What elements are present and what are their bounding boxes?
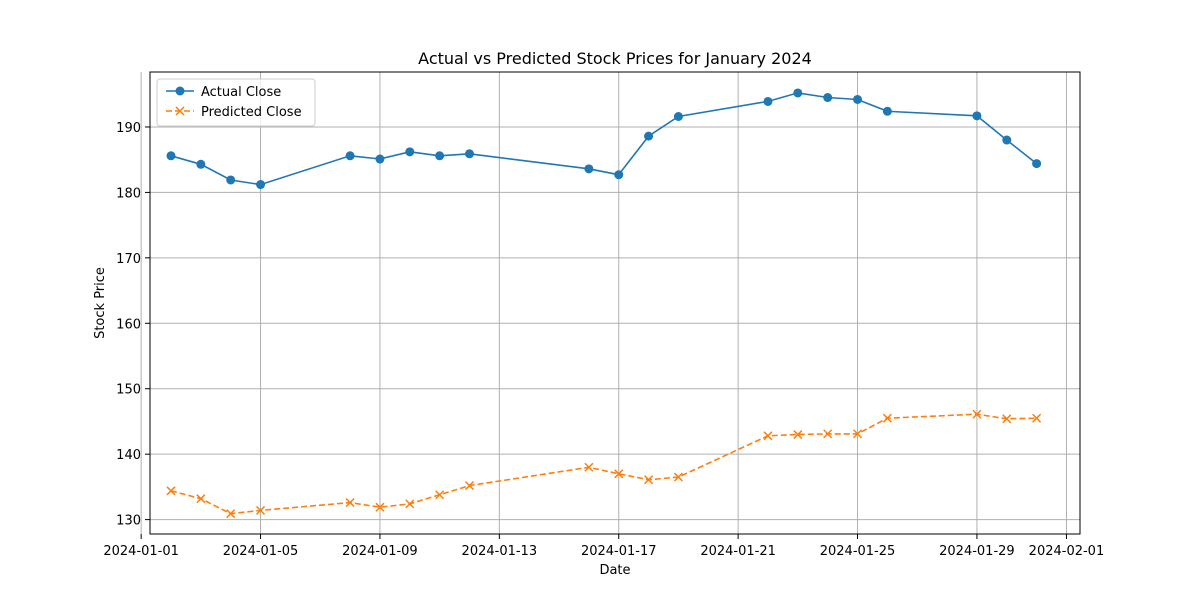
data-point bbox=[464, 481, 475, 491]
y-tick-label: 170 bbox=[116, 252, 141, 267]
data-point bbox=[614, 170, 624, 180]
data-point bbox=[793, 430, 803, 440]
data-point bbox=[972, 409, 982, 419]
y-tick-label: 150 bbox=[116, 383, 141, 398]
data-point bbox=[1002, 414, 1012, 424]
plot-frame bbox=[149, 71, 1081, 535]
y-tick-label: 190 bbox=[116, 121, 141, 136]
data-point bbox=[375, 502, 385, 512]
data-point bbox=[853, 94, 863, 104]
series-actual-close bbox=[166, 88, 1042, 190]
data-point bbox=[823, 93, 833, 103]
grid-lines bbox=[140, 72, 1080, 534]
data-point bbox=[405, 147, 415, 157]
legend-box bbox=[156, 78, 316, 127]
data-point bbox=[584, 462, 594, 472]
data-point bbox=[166, 486, 176, 496]
data-point bbox=[1032, 413, 1042, 423]
data-point bbox=[614, 469, 624, 479]
data-point bbox=[644, 475, 654, 485]
data-point bbox=[793, 88, 803, 98]
x-tick-label: 2024-01-25 bbox=[820, 544, 896, 559]
data-point bbox=[226, 509, 236, 519]
x-tick-label: 2024-02-01 bbox=[1029, 544, 1105, 559]
data-point bbox=[1032, 159, 1042, 169]
legend-marker bbox=[175, 106, 185, 116]
x-tick-label: 2024-01-01 bbox=[103, 544, 179, 559]
data-point bbox=[852, 429, 863, 439]
data-point bbox=[644, 131, 654, 141]
legend-entry: Actual Close bbox=[166, 85, 281, 100]
data-point bbox=[196, 159, 206, 169]
data-point bbox=[763, 96, 773, 106]
data-point bbox=[375, 154, 385, 164]
data-point bbox=[435, 151, 445, 161]
data-point bbox=[673, 472, 683, 482]
data-point bbox=[464, 149, 474, 159]
x-tick-label: 2024-01-17 bbox=[581, 544, 657, 559]
data-point bbox=[345, 151, 355, 161]
series-predicted-close bbox=[166, 409, 1042, 519]
data-point bbox=[256, 180, 266, 190]
chart-title: Actual vs Predicted Stock Prices for Jan… bbox=[418, 49, 812, 68]
series-line bbox=[170, 413, 1037, 515]
axis-ticks: 2024-01-01 2024-01-05 2024-01-09 2024-01-13… bbox=[103, 121, 1104, 559]
legend-label: Actual Close bbox=[201, 85, 281, 100]
y-tick-label: 130 bbox=[116, 514, 141, 529]
legend-entry: Predicted Close bbox=[166, 105, 302, 120]
data-point bbox=[226, 175, 236, 185]
y-axis-label: Stock Price bbox=[93, 267, 108, 339]
legend-label: Predicted Close bbox=[201, 105, 302, 120]
data-point bbox=[345, 498, 355, 508]
legend: Actual Close Predicted Close bbox=[156, 78, 316, 127]
y-tick-label: 180 bbox=[116, 186, 141, 201]
data-point bbox=[673, 111, 683, 121]
data-point bbox=[972, 111, 982, 121]
data-point bbox=[1002, 135, 1012, 145]
data-point bbox=[882, 106, 892, 116]
data-point bbox=[823, 429, 833, 439]
data-point bbox=[405, 499, 415, 509]
data-point bbox=[584, 164, 594, 174]
data-point bbox=[435, 490, 445, 500]
data-point bbox=[196, 494, 206, 504]
series-layer bbox=[166, 88, 1042, 519]
x-tick-label: 2024-01-09 bbox=[342, 544, 418, 559]
legend-marker bbox=[175, 86, 185, 96]
x-tick-label: 2024-01-29 bbox=[939, 544, 1015, 559]
x-tick-label: 2024-01-05 bbox=[223, 544, 299, 559]
data-point bbox=[882, 413, 892, 423]
x-axis-label: Date bbox=[599, 563, 630, 578]
x-tick-label: 2024-01-21 bbox=[700, 544, 776, 559]
y-tick-label: 140 bbox=[116, 448, 141, 463]
y-tick-label: 160 bbox=[116, 317, 141, 332]
data-point bbox=[256, 505, 266, 515]
data-point bbox=[166, 151, 176, 161]
x-tick-label: 2024-01-13 bbox=[462, 544, 538, 559]
data-point bbox=[763, 431, 773, 441]
